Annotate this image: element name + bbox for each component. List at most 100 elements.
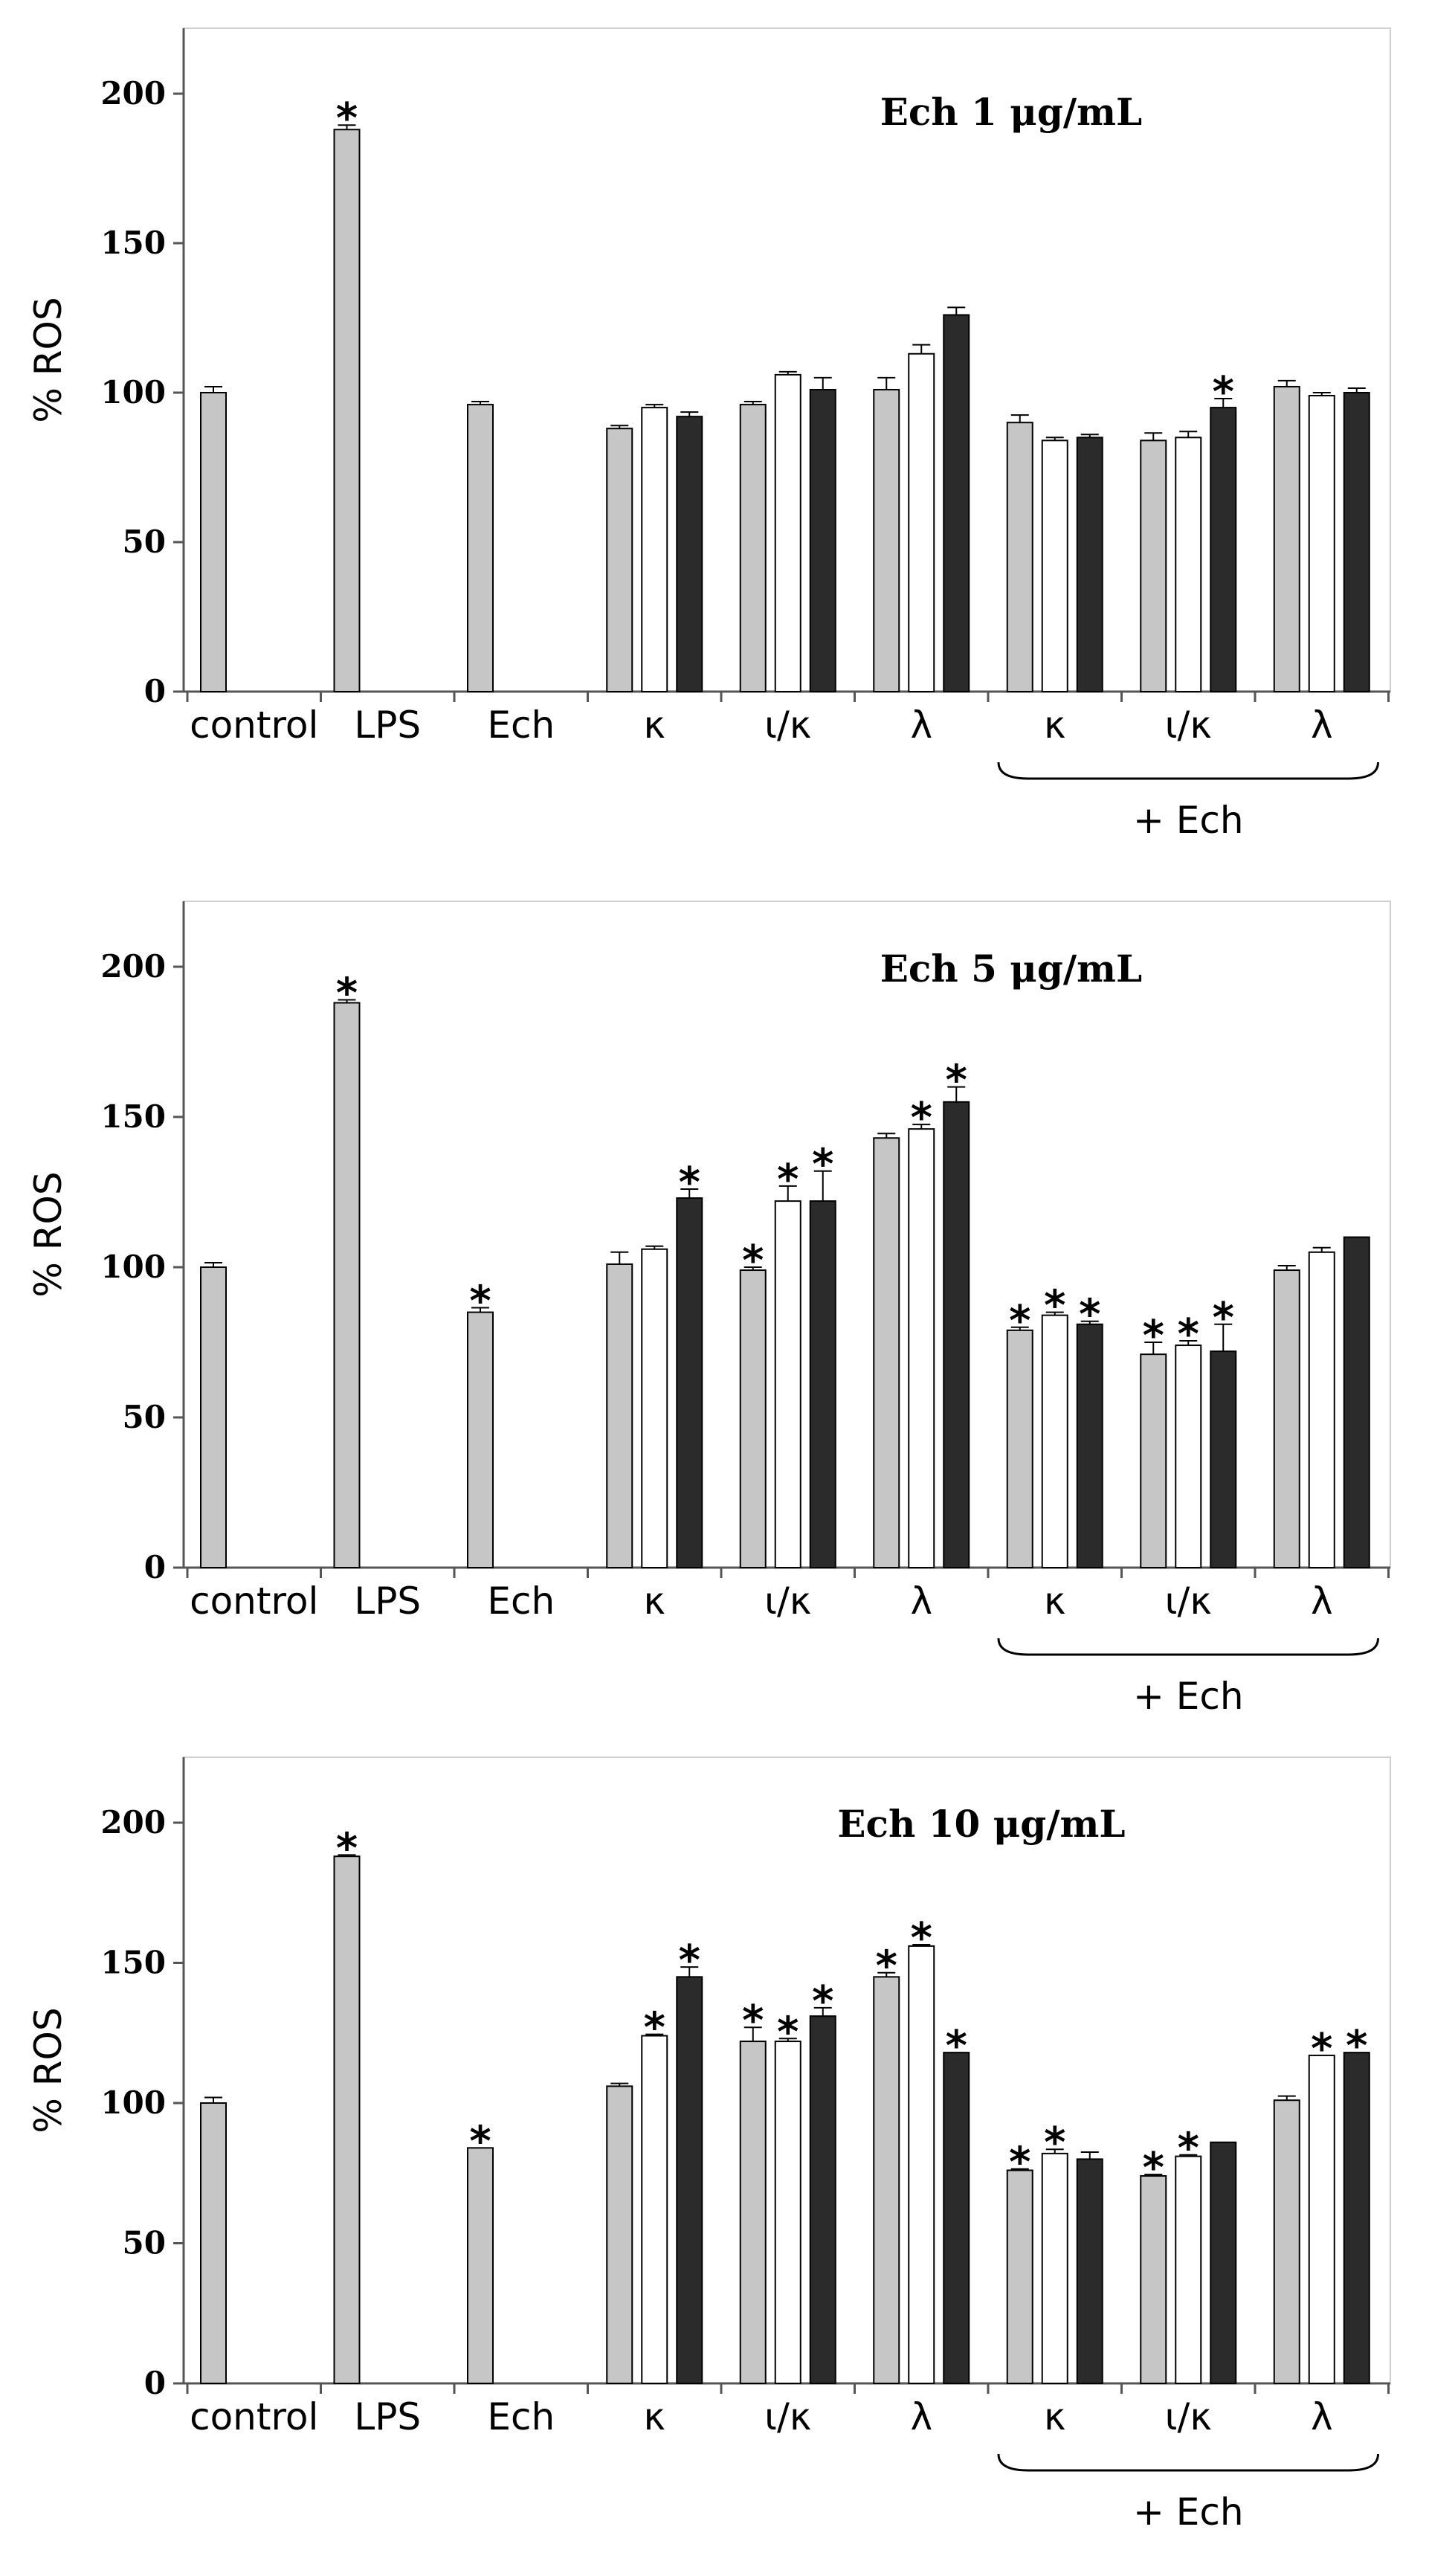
bar xyxy=(908,352,935,692)
chart-title: Ech 5 μg/mL xyxy=(880,947,1142,991)
group-label: + Ech xyxy=(1133,1675,1244,1718)
x-tick-label: λ xyxy=(1311,703,1333,747)
bar xyxy=(908,1945,935,2384)
x-tick-label: κ xyxy=(1044,2395,1065,2438)
bar xyxy=(200,1266,227,1568)
bar xyxy=(873,1137,900,1568)
significance-star: * xyxy=(946,1057,967,1105)
x-tick-label: κ xyxy=(644,2395,665,2438)
significance-star: * xyxy=(777,2008,799,2056)
x-tick-label: ι/κ xyxy=(1165,1580,1212,1623)
x-tick-label: ι/κ xyxy=(764,703,811,747)
y-tick-label: 50 xyxy=(123,524,166,560)
x-tick-label: Ech xyxy=(487,703,555,747)
significance-star: * xyxy=(1143,1312,1164,1360)
x-tick-label: ι/κ xyxy=(764,1580,811,1623)
bar xyxy=(809,388,836,692)
x-tick-label: λ xyxy=(1311,2395,1333,2438)
significance-star: * xyxy=(1213,1294,1234,1342)
x-tick-label: control xyxy=(190,703,318,747)
bar xyxy=(676,1197,703,1568)
bar xyxy=(1041,1314,1068,1568)
x-tick-label: κ xyxy=(1044,1580,1065,1623)
y-tick-label: 50 xyxy=(123,2225,166,2261)
bar xyxy=(333,1855,361,2384)
significance-star: * xyxy=(1009,1297,1030,1345)
bar xyxy=(1308,2054,1335,2384)
significance-star: * xyxy=(946,2022,967,2070)
x-tick-label: control xyxy=(190,2395,318,2438)
bar xyxy=(641,1248,668,1568)
significance-star: * xyxy=(1044,1282,1065,1330)
significance-star: * xyxy=(644,2004,665,2052)
bar xyxy=(1006,2169,1033,2384)
group-label: + Ech xyxy=(1133,2490,1244,2534)
chart-panel-2: 0 50 100 150 200 % ROS Ech 5 μg/mL control LPS Ec… xyxy=(27,901,1391,1718)
bar xyxy=(1076,437,1103,692)
bar xyxy=(1273,2099,1300,2384)
bar xyxy=(739,1269,767,1569)
bar xyxy=(1006,1329,1033,1568)
bar xyxy=(774,373,801,692)
bar xyxy=(1343,1236,1370,1568)
significance-star: * xyxy=(812,1977,833,2026)
significance-star: * xyxy=(1346,2022,1367,2070)
bar xyxy=(333,1002,361,1568)
bar xyxy=(774,2041,801,2385)
bar xyxy=(467,2147,494,2385)
bar xyxy=(873,388,900,692)
bar xyxy=(1006,422,1033,692)
x-tick-label: LPS xyxy=(354,703,421,747)
bar xyxy=(333,129,361,693)
bar xyxy=(641,2035,668,2385)
group-bracket xyxy=(997,2453,1379,2472)
x-tick-label: κ xyxy=(1044,703,1065,747)
x-tick-label: control xyxy=(190,1580,318,1623)
significance-star: * xyxy=(336,94,358,143)
bar xyxy=(1343,392,1370,692)
bar xyxy=(641,407,668,692)
bar xyxy=(606,1263,633,1568)
bar xyxy=(1041,439,1068,692)
significance-star: * xyxy=(336,1824,358,1873)
bar xyxy=(943,2052,970,2384)
y-tick-label: 100 xyxy=(100,2084,166,2121)
significance-star: * xyxy=(1178,2125,1199,2173)
bar xyxy=(908,1128,935,1569)
group-bracket xyxy=(997,761,1379,780)
bar xyxy=(676,1976,703,2385)
bar xyxy=(1210,407,1237,692)
chart-panel-3: 0 50 100 150 200 % ROS Ech 10 μg/mL control LPS E… xyxy=(27,1756,1391,2534)
bar xyxy=(809,1200,836,1568)
y-tick-label: 150 xyxy=(100,1945,166,1981)
bar xyxy=(1308,1251,1335,1569)
x-tick-label: λ xyxy=(910,2395,932,2438)
bar xyxy=(200,2102,227,2384)
bar xyxy=(1041,2152,1068,2385)
bar xyxy=(739,404,767,693)
y-tick-label: 100 xyxy=(100,1249,166,1285)
bar xyxy=(1273,1269,1300,1569)
significance-star: * xyxy=(876,1942,897,1991)
bar xyxy=(467,1311,494,1568)
bar xyxy=(1076,1323,1103,1568)
bar xyxy=(1308,395,1335,693)
significance-star: * xyxy=(1178,1310,1199,1359)
y-tick-label: 100 xyxy=(100,374,166,410)
y-tick-label: 150 xyxy=(100,1098,166,1135)
y-tick-label: 200 xyxy=(100,948,166,985)
bar xyxy=(739,2041,767,2385)
x-tick-label: Ech xyxy=(487,2395,555,2438)
significance-star: * xyxy=(911,1914,932,1962)
x-tick-label: LPS xyxy=(354,1580,421,1623)
bar xyxy=(1140,1353,1167,1569)
bar xyxy=(1175,437,1202,692)
y-tick-label: 0 xyxy=(144,2365,166,2401)
x-tick-label: Ech xyxy=(487,1580,555,1623)
bar xyxy=(200,392,227,692)
significance-star: * xyxy=(336,969,358,1017)
bar xyxy=(1140,439,1167,692)
bar xyxy=(1343,2052,1370,2384)
bar xyxy=(774,1200,801,1568)
